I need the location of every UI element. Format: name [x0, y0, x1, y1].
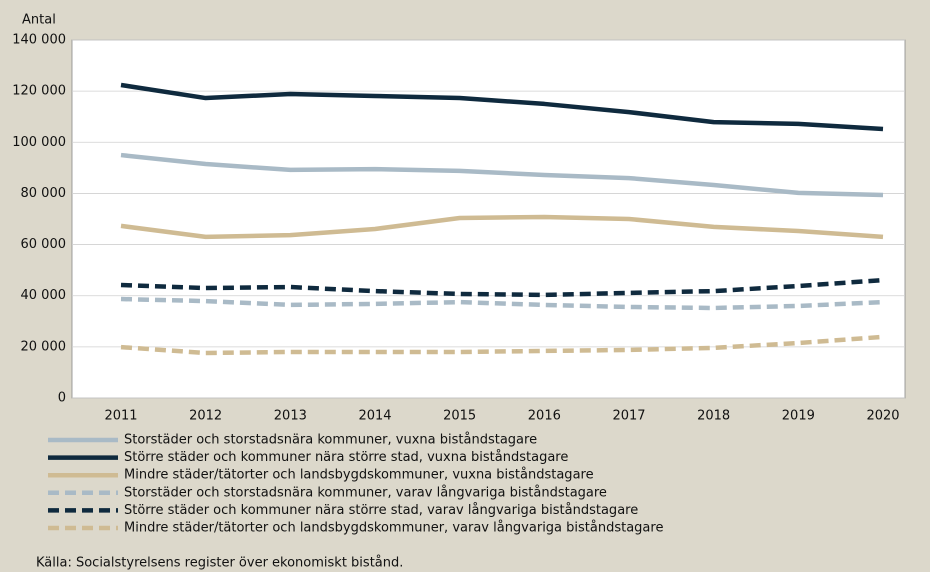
x-tick-label: 2013	[274, 409, 307, 424]
y-tick-label: 140 000	[12, 33, 66, 48]
x-tick-label: 2019	[782, 409, 815, 424]
x-tick-label: 2018	[697, 409, 730, 424]
x-tick-label: 2011	[104, 409, 137, 424]
y-tick-label: 120 000	[12, 84, 66, 99]
legend-label: Större städer och kommuner nära större s…	[124, 503, 638, 518]
y-tick-label: 40 000	[21, 288, 67, 303]
x-tick-label: 2017	[612, 409, 645, 424]
x-tick-label: 2020	[866, 409, 899, 424]
y-tick-label: 20 000	[21, 339, 67, 354]
series-line	[120, 296, 884, 311]
x-tick-label: 2015	[443, 409, 476, 424]
series-line	[120, 277, 884, 298]
x-tick-label: 2014	[358, 409, 391, 424]
source: Källa: Socialstyrelsens register över ek…	[36, 556, 403, 571]
legend-label: Storstäder och storstadsnära kommuner, v…	[124, 485, 607, 500]
legend-label: Mindre städer/tätorter och landsbygdskom…	[124, 468, 594, 483]
legend-label: Större städer och kommuner nära större s…	[124, 450, 568, 465]
y-tick-label: 80 000	[21, 186, 67, 201]
legend-label: Storstäder och storstadsnära kommuner, v…	[124, 433, 537, 448]
series-line	[120, 152, 884, 198]
series-line	[120, 82, 884, 132]
y-tick-label: 60 000	[21, 237, 67, 252]
legend-label: Mindre städer/tätorter och landsbygdskom…	[124, 521, 663, 536]
y-axis-label: Antal	[22, 13, 56, 28]
series-line	[120, 214, 884, 240]
series-line	[120, 334, 884, 356]
x-tick-label: 2016	[528, 409, 561, 424]
y-tick-label: 0	[58, 391, 66, 406]
x-tick-label: 2012	[189, 409, 222, 424]
y-tick-label: 100 000	[12, 135, 66, 150]
